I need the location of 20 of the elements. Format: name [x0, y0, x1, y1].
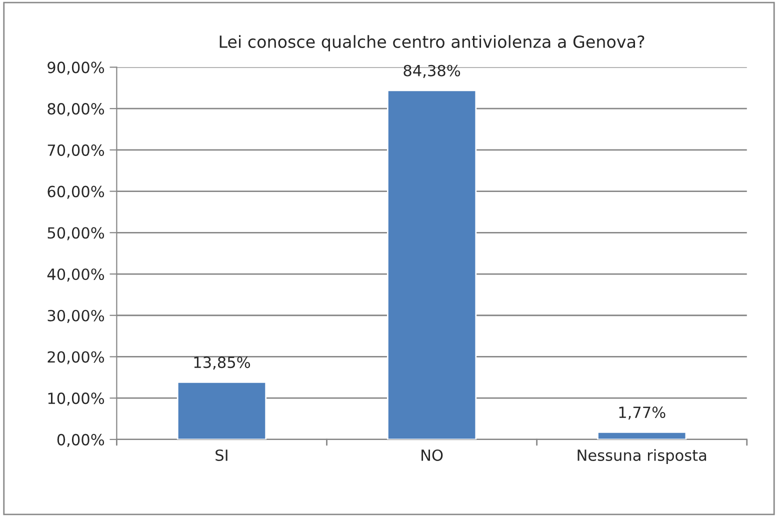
y-tick-label: 0,00% — [57, 434, 104, 448]
y-tick-label: 70,00% — [48, 144, 104, 158]
y-tick-label: 40,00% — [47, 268, 104, 282]
y-tick-label: 50,00% — [48, 227, 104, 240]
x-tick-label: Nessuna risposta — [578, 449, 706, 464]
y-tick-label: 80,00% — [48, 103, 104, 116]
x-tick-label: SI — [216, 449, 228, 461]
bar — [386, 90, 477, 440]
y-tick-label: 30,00% — [48, 310, 104, 323]
data-label: 84,38% — [404, 64, 460, 78]
chart-title: Lei conosce qualche centro antiviolenza a Genova? — [220, 35, 644, 52]
data-label: 1,77% — [619, 406, 666, 420]
y-tick-label: 60,00% — [48, 186, 104, 199]
x-tick-label: NO — [422, 449, 443, 461]
y-tick-label: 90,00% — [48, 62, 104, 75]
data-label: 13,85% — [194, 356, 250, 370]
y-tick-label: 20,00% — [48, 351, 104, 364]
bar — [176, 381, 267, 440]
y-tick-label: 10,00% — [48, 392, 104, 406]
bar — [597, 431, 687, 440]
